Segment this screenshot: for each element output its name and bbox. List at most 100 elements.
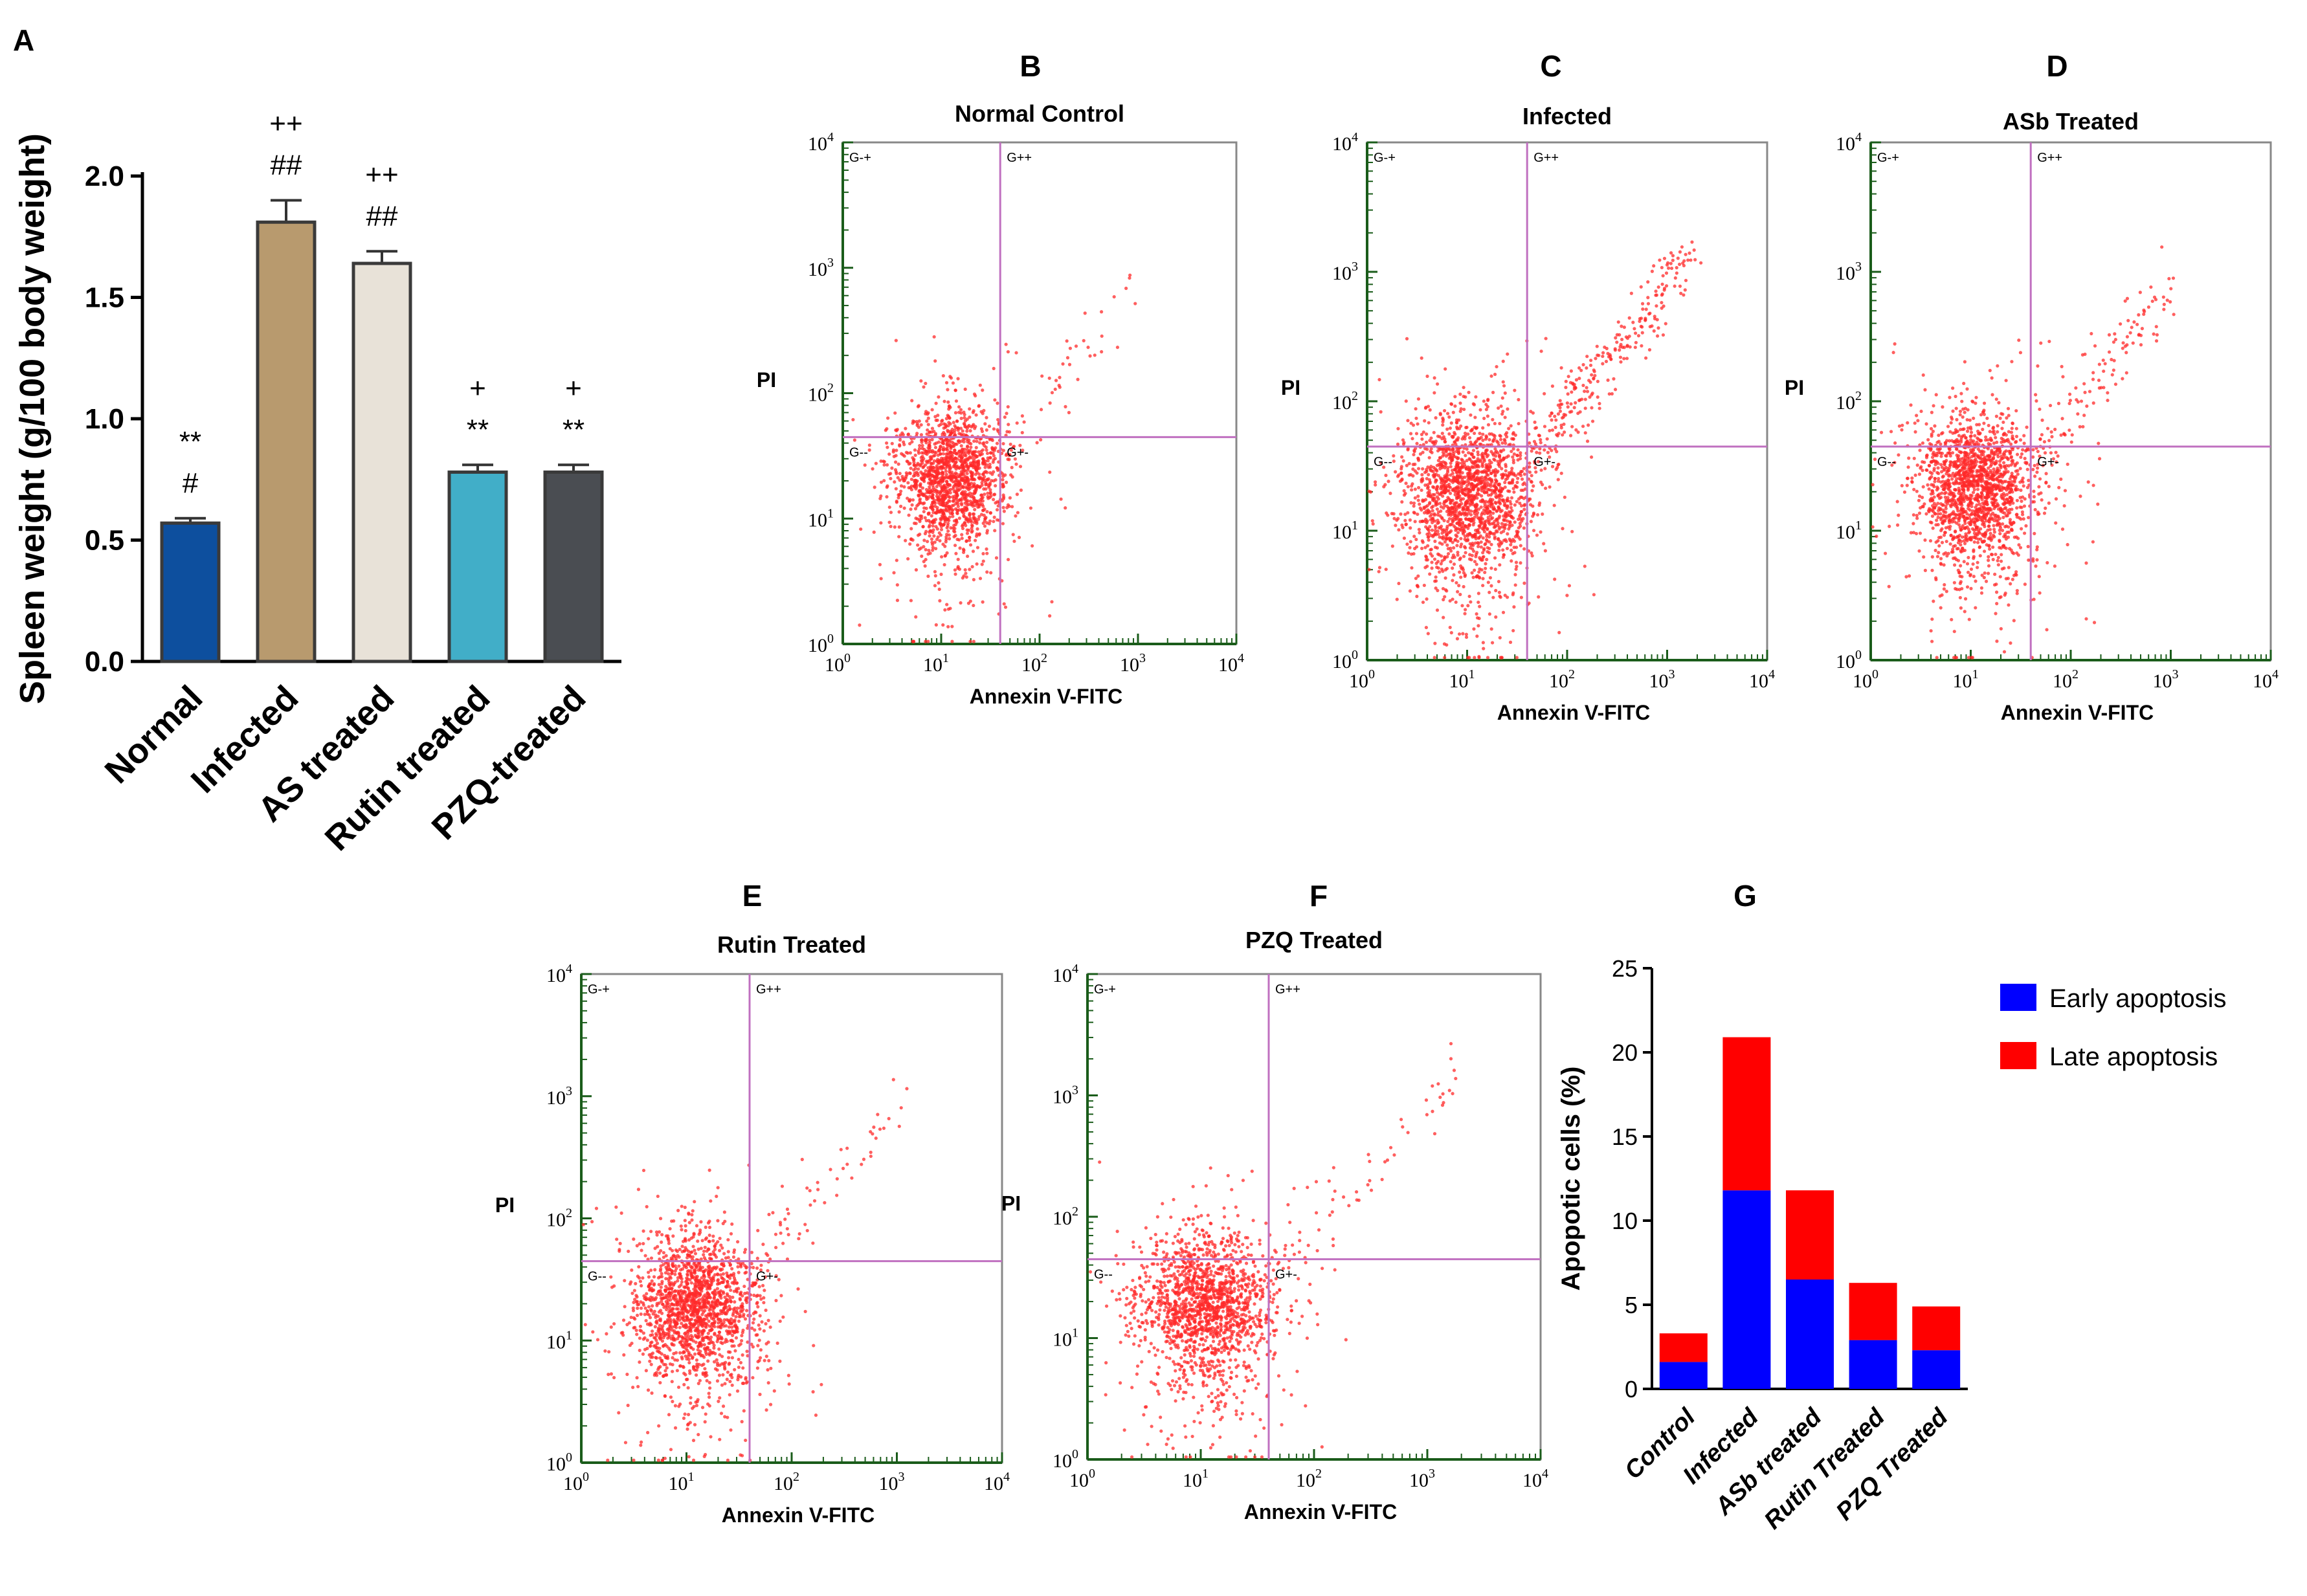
event-dot xyxy=(1413,496,1417,500)
event-dot xyxy=(968,599,972,603)
event-dot xyxy=(971,549,975,553)
event-dot xyxy=(1955,417,1959,421)
event-dot xyxy=(1435,382,1440,386)
event-dot xyxy=(1379,410,1383,414)
event-dot xyxy=(1414,545,1419,549)
event-dot xyxy=(976,517,981,521)
event-dot xyxy=(946,428,950,432)
event-dot xyxy=(1481,584,1485,588)
event-dot xyxy=(1001,485,1005,489)
event-dot xyxy=(1439,562,1443,566)
event-dot xyxy=(1457,486,1461,490)
event-dot xyxy=(967,423,971,428)
event-dot xyxy=(879,494,883,498)
event-dot xyxy=(960,533,964,537)
event-dot xyxy=(941,471,945,475)
event-dot xyxy=(1462,407,1466,412)
event-dot xyxy=(909,527,913,531)
event-dot xyxy=(1498,563,1502,567)
event-dot xyxy=(968,568,972,571)
event-dot xyxy=(1456,451,1461,456)
event-dot xyxy=(919,433,923,437)
event-dot xyxy=(1410,566,1414,570)
event-dot xyxy=(1911,522,1915,526)
event-dot xyxy=(1477,592,1480,595)
event-dot xyxy=(886,416,890,420)
event-dot xyxy=(952,524,956,527)
event-dot xyxy=(1621,345,1625,349)
event-dot xyxy=(1985,512,1989,516)
event-dot xyxy=(867,448,871,452)
event-dot xyxy=(871,467,875,471)
event-dot xyxy=(1451,566,1454,570)
event-dot xyxy=(986,494,990,498)
event-dot xyxy=(948,470,952,474)
event-dot xyxy=(899,484,904,488)
event-dot xyxy=(981,388,985,392)
event-dot xyxy=(1511,478,1515,482)
event-dot xyxy=(1994,397,1998,401)
event-dot xyxy=(2047,501,2051,505)
event-dot xyxy=(1451,488,1454,493)
event-dot xyxy=(972,520,977,524)
quadrant-label: G+- xyxy=(1007,445,1029,460)
event-dot xyxy=(1453,467,1456,472)
event-dot xyxy=(1513,388,1517,392)
event-dot xyxy=(1509,543,1513,547)
event-dot xyxy=(1413,462,1417,466)
event-dot xyxy=(1511,437,1515,441)
event-dot xyxy=(1513,503,1517,507)
event-dot xyxy=(1004,342,1008,346)
event-dot xyxy=(1519,488,1523,493)
event-dot xyxy=(1485,557,1489,562)
event-dot xyxy=(1000,499,1004,503)
event-dot xyxy=(980,483,984,487)
event-dot xyxy=(1650,324,1654,328)
event-dot xyxy=(917,494,920,498)
event-dot xyxy=(1511,447,1515,451)
event-dot xyxy=(954,467,958,471)
event-dot xyxy=(1458,401,1462,405)
event-dot xyxy=(1493,535,1497,539)
quadrant-label: G+- xyxy=(1533,455,1555,469)
event-dot xyxy=(1414,577,1418,581)
event-dot xyxy=(1646,280,1650,284)
event-dot xyxy=(907,513,911,517)
x-tick-exponent: 3 xyxy=(1139,651,1146,665)
event-dot xyxy=(1432,376,1436,380)
event-dot xyxy=(1504,441,1508,445)
event-dot xyxy=(2007,547,2012,551)
event-dot xyxy=(990,437,994,441)
event-dot xyxy=(1907,456,1911,460)
event-dot xyxy=(914,478,918,483)
event-dot xyxy=(1394,524,1398,527)
event-dot xyxy=(1454,486,1458,490)
event-dot xyxy=(1581,425,1585,428)
event-dot xyxy=(908,542,912,546)
event-dot xyxy=(983,507,986,511)
event-dot xyxy=(1014,462,1018,466)
event-dot xyxy=(920,438,924,442)
event-dot xyxy=(968,535,972,540)
event-dot xyxy=(1458,570,1462,574)
event-dot xyxy=(1486,473,1490,477)
event-dot xyxy=(1505,431,1509,435)
event-dot xyxy=(1604,359,1609,364)
event-dot xyxy=(1392,454,1396,458)
event-dot xyxy=(1506,498,1510,502)
event-dot xyxy=(1486,399,1490,403)
event-dot xyxy=(922,545,926,549)
event-dot xyxy=(2020,499,2023,503)
event-dot xyxy=(1475,562,1478,566)
event-dot xyxy=(1451,480,1455,484)
event-dot xyxy=(1562,412,1566,417)
event-dot xyxy=(1511,458,1515,462)
event-dot xyxy=(979,500,983,504)
event-dot xyxy=(1543,425,1547,428)
event-dot xyxy=(992,449,997,452)
event-dot xyxy=(972,409,975,413)
event-dot xyxy=(1438,502,1442,505)
event-dot xyxy=(1559,426,1563,430)
event-dot xyxy=(1448,426,1453,430)
event-dot xyxy=(972,498,976,502)
